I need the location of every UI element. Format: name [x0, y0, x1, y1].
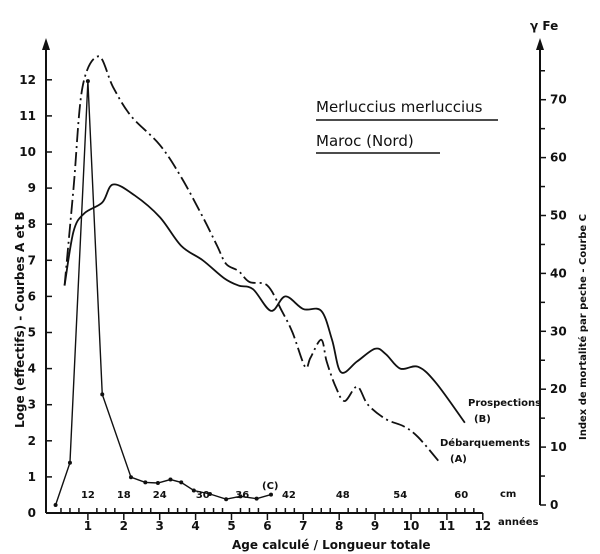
- y-right-tick-label: 40: [550, 266, 567, 280]
- series-c-point: [143, 480, 148, 485]
- y-left-tick-label: 1: [28, 470, 36, 484]
- y-left-tick-label: 3: [28, 398, 36, 412]
- x-length-unit-label: cm: [500, 489, 516, 500]
- length-tick-label: 60: [454, 490, 468, 501]
- x-tick-label: 9: [371, 519, 379, 533]
- x-tick-label: 11: [439, 519, 456, 533]
- y-left-tick-label: 2: [28, 434, 36, 448]
- length-tick-label: 42: [282, 490, 296, 501]
- series-c-mortality-line: [54, 81, 272, 506]
- y-right-tick-label: 10: [550, 440, 567, 454]
- legend-tag-b: (B): [474, 414, 491, 425]
- y-left-arrow-icon: [42, 38, 50, 50]
- x-tick-label: 8: [335, 519, 343, 533]
- series-group: [53, 55, 466, 507]
- x-tick-label: 7: [299, 519, 307, 533]
- series-c-point: [179, 480, 184, 485]
- y-left-tick-label: 9: [28, 181, 36, 195]
- x-axis-label: Age calculé / Longueur totale: [232, 538, 431, 552]
- x-tick-label: 6: [263, 519, 271, 533]
- series-c-point: [207, 491, 212, 496]
- legend-label-debarquements: Débarquements: [440, 437, 530, 449]
- y-right-axis-label: Index de mortalité par peche - Courbe C: [577, 214, 589, 440]
- y-right-tick-label: 0: [550, 498, 558, 512]
- legend-tag-c: (C): [262, 481, 278, 492]
- y-left-tick-label: 10: [19, 145, 36, 159]
- axes: 1 2 3 4 5 6 7 8 9 10 11 120123456789101112010203040…: [19, 38, 567, 533]
- series-c-point: [85, 79, 90, 84]
- x-tick-label: 4: [191, 519, 199, 533]
- series-c-point: [155, 480, 160, 485]
- x-tick-label: 10: [403, 519, 420, 533]
- series-c-point: [268, 492, 273, 497]
- y-left-tick-label: 5: [28, 326, 36, 340]
- length-tick-label: 18: [117, 490, 131, 501]
- y-right-symbol: γ Fe: [530, 19, 558, 33]
- y-right-tick-label: 20: [550, 382, 567, 396]
- chart-title: Merluccius merluccius: [316, 98, 483, 116]
- series-b-prospections-line: [63, 183, 466, 424]
- series-c-point: [238, 494, 243, 499]
- y-left-tick-label: 6: [28, 289, 36, 303]
- y-left-tick-label: 0: [28, 506, 36, 520]
- y-right-tick-label: 70: [550, 93, 567, 107]
- series-c-point: [224, 497, 229, 502]
- series-c-point: [168, 477, 173, 482]
- x-tick-label: 2: [120, 519, 128, 533]
- length-tick-label: 12: [81, 490, 95, 501]
- series-c-point: [254, 496, 259, 501]
- legend-label-prospections: Prospections: [468, 398, 541, 409]
- series-a-debarquements-line: [63, 55, 441, 464]
- series-c-point: [67, 460, 72, 465]
- y-right-tick-label: 50: [550, 209, 567, 223]
- y-right-tick-label: 60: [550, 151, 567, 165]
- x-tick-label: 5: [227, 519, 235, 533]
- series-c-point: [191, 488, 196, 493]
- y-right-arrow-icon: [536, 38, 544, 50]
- length-tick-label: 48: [336, 490, 350, 501]
- y-left-tick-label: 8: [28, 217, 36, 231]
- length-tick-label: 30: [196, 490, 210, 501]
- y-left-axis-label: Loge (effectifs) - Courbes A et B: [13, 211, 27, 428]
- y-left-tick-label: 12: [19, 73, 36, 87]
- y-left-tick-label: 11: [19, 109, 36, 123]
- series-c-point: [128, 475, 133, 480]
- legend-tag-a: (A): [450, 454, 467, 465]
- chart-subtitle: Maroc (Nord): [316, 132, 414, 150]
- y-right-tick-label: 30: [550, 324, 567, 338]
- x-unit-label: années: [498, 516, 539, 528]
- length-tick-label: 24: [153, 490, 167, 501]
- length-tick-label: 54: [393, 490, 407, 501]
- x-tick-label: 12: [474, 519, 491, 533]
- series-c-point: [100, 392, 105, 397]
- x-tick-label: 3: [156, 519, 164, 533]
- series-c-point: [53, 503, 58, 507]
- y-left-tick-label: 4: [28, 362, 36, 376]
- x-tick-label: 1: [84, 519, 92, 533]
- y-left-tick-label: 7: [28, 253, 36, 267]
